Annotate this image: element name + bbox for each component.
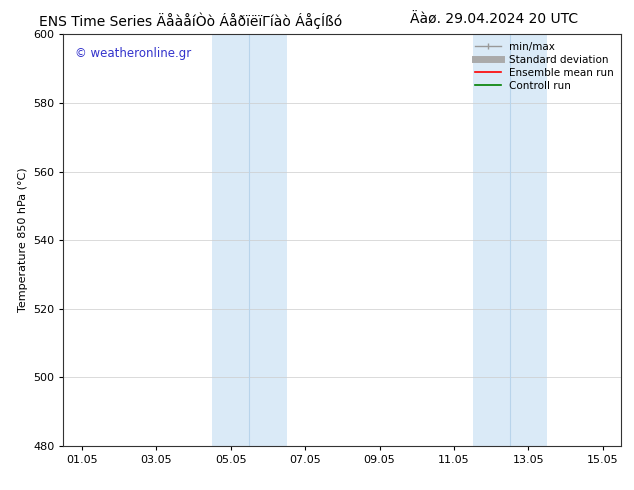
Bar (472, 34, 510, 446)
Bar (510, 34, 547, 446)
Bar (212, 34, 249, 446)
Text: © weatheronline.gr: © weatheronline.gr (75, 47, 191, 60)
Legend: min/max, Standard deviation, Ensemble mean run, Controll run: min/max, Standard deviation, Ensemble me… (470, 37, 618, 95)
Y-axis label: Temperature 850 hPa (°C): Temperature 850 hPa (°C) (18, 168, 27, 313)
Bar (249, 34, 287, 446)
Text: ENS Time Series ÄåàåíÒò ÁåðïëïΓíàò ÁåçÍßó: ENS Time Series ÄåàåíÒò ÁåðïëïΓíàò ÁåçÍß… (39, 12, 342, 29)
Text: Äàø. 29.04.2024 20 UTC: Äàø. 29.04.2024 20 UTC (410, 12, 579, 26)
